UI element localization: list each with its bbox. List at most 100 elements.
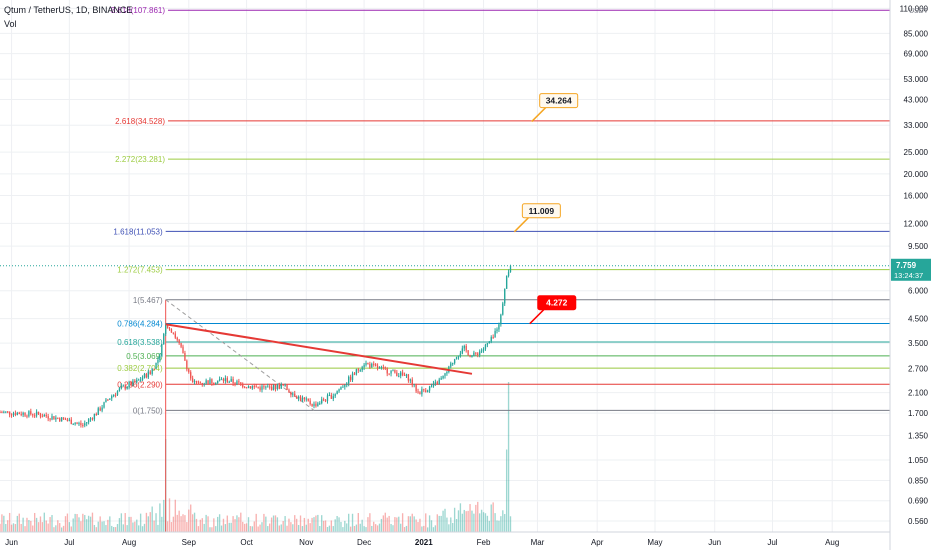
volume-bar <box>371 525 373 532</box>
trendline[interactable] <box>165 323 473 375</box>
candle-body <box>57 417 59 419</box>
volume-bar <box>492 502 494 532</box>
candle-body <box>230 378 232 382</box>
time-tick-label: Aug <box>122 538 136 547</box>
time-tick-label: Mar <box>531 538 545 547</box>
candle-body <box>3 411 5 413</box>
volume-bar <box>55 525 57 532</box>
volume-bar <box>109 516 111 532</box>
candle-body <box>37 411 40 415</box>
candle-body <box>450 363 452 367</box>
candle-body <box>257 387 259 389</box>
volume-bar <box>336 515 338 532</box>
candle-body <box>0 412 1 414</box>
candle-body <box>24 412 26 416</box>
candle-body <box>80 423 82 425</box>
fib-extension-tool[interactable]: 3.618(107.861) 2.618(34.528) 2.272(23.281)… <box>111 6 890 532</box>
candle-body <box>359 370 361 372</box>
candle-body <box>95 413 97 415</box>
volume-bar <box>340 521 342 532</box>
volume-bar <box>301 526 304 532</box>
candle-body <box>340 387 342 390</box>
candle-body <box>161 344 163 357</box>
volume-bar <box>87 515 90 532</box>
volume-bar <box>207 516 209 532</box>
volume-bar <box>509 516 512 532</box>
volume-bar <box>263 513 265 532</box>
volume-bar <box>34 512 36 532</box>
candle-body <box>118 388 121 392</box>
candle-body <box>240 382 242 384</box>
volume-bar <box>18 513 20 532</box>
volume-bar <box>159 503 161 532</box>
candle-body <box>455 357 458 360</box>
volume-bar <box>398 516 400 532</box>
callout-box[interactable] <box>539 93 579 109</box>
fib-level-label: 0.618(3.538) <box>117 338 163 347</box>
volume-bar <box>37 522 40 532</box>
candle-body <box>14 413 17 415</box>
volume-bar <box>317 514 319 532</box>
volume-bar <box>193 512 196 532</box>
fib-level-label: 1.272(7.453) <box>117 266 163 275</box>
price-tick-label: 16.000 <box>904 192 929 201</box>
candle-body <box>151 368 153 374</box>
descending-trendline[interactable] <box>165 323 473 375</box>
volume-bar <box>257 526 259 532</box>
candle-body <box>53 416 55 420</box>
price-callouts[interactable]: 34.264 11.009 4.272 <box>513 93 579 325</box>
candle-body <box>413 384 415 386</box>
volume-bar <box>394 517 396 532</box>
candle-body <box>398 375 400 377</box>
candle-body <box>303 397 306 399</box>
volume-bar <box>39 516 42 532</box>
candle-body <box>396 372 398 377</box>
volume-bar <box>465 511 467 532</box>
candle-body <box>41 416 44 418</box>
candle-body <box>43 415 45 417</box>
volume-bar <box>388 515 390 532</box>
volume-bar <box>101 521 103 532</box>
candle-body <box>166 325 169 329</box>
price-tick-label: 0.690 <box>908 497 929 506</box>
volume-bar <box>446 517 448 532</box>
candle-body <box>193 381 196 383</box>
candle-body <box>236 381 238 385</box>
volume-bar <box>230 522 232 532</box>
candle-body <box>68 419 71 421</box>
candle-body <box>12 413 15 415</box>
candle-body <box>494 331 496 338</box>
volume-bar <box>86 519 88 532</box>
candle-body <box>243 387 246 389</box>
candle-body <box>363 364 365 368</box>
candle-body <box>361 367 363 371</box>
candle-body <box>157 359 159 363</box>
candle-body <box>124 385 126 389</box>
volume-bar <box>473 513 475 532</box>
candle-body <box>7 411 9 413</box>
price-tick-label: 53.000 <box>904 75 929 84</box>
candle-body <box>205 380 207 384</box>
volume-bar <box>500 516 502 532</box>
volume-bar <box>226 515 228 532</box>
volume-bar <box>338 517 340 532</box>
volume-bar <box>411 513 413 532</box>
candle-body <box>26 415 28 417</box>
volume-bar <box>139 513 142 532</box>
volume-bar <box>452 522 454 532</box>
candle-body <box>373 363 375 365</box>
price-tick-label: 0.850 <box>908 476 929 485</box>
candle-body <box>234 383 236 385</box>
volume-bar <box>234 519 236 532</box>
volume-bar <box>288 518 290 532</box>
volume-bar <box>191 514 194 532</box>
callout-box[interactable] <box>521 203 561 219</box>
volume-bar <box>120 513 123 532</box>
callout-box[interactable] <box>537 295 577 311</box>
volume-bar <box>97 521 99 532</box>
candle-body <box>182 346 184 354</box>
time-axis[interactable]: Jun Jul Aug Sep Oct Nov Dec 2021 Feb Mar Apr May Jun… <box>0 531 890 547</box>
volume-bar <box>80 521 82 532</box>
